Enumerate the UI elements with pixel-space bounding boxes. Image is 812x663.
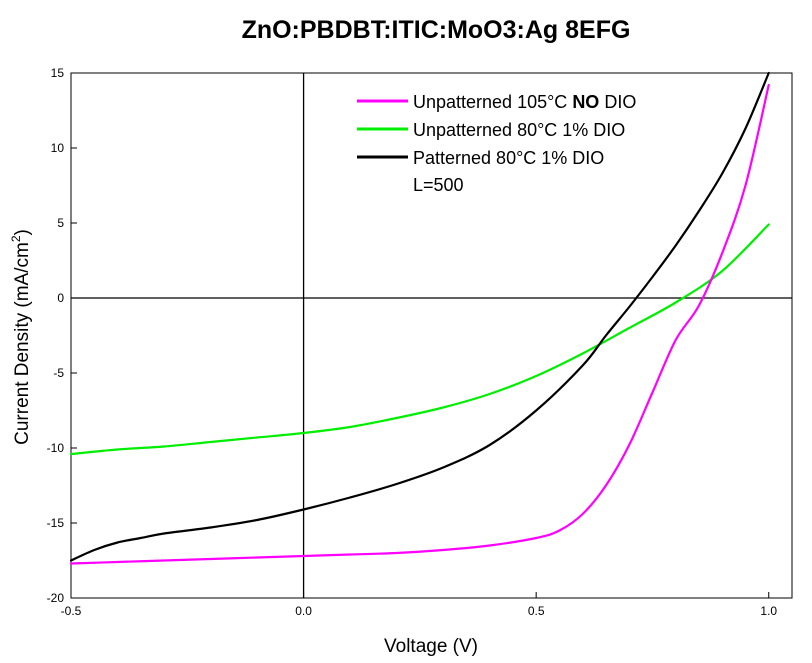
series-unpatterned-105c-no-dio: [69, 83, 770, 565]
y-tick-label: -5: [53, 366, 64, 380]
x-tick-label: 0.5: [528, 604, 545, 618]
legend-label-part-2-bold: NO: [572, 92, 599, 112]
x-tick-label: 0.0: [295, 604, 312, 618]
chart-title: ZnO:PBDBT:ITIC:MoO3:Ag 8EFG: [242, 16, 631, 44]
y-tick-label: 0: [57, 291, 64, 305]
y-tick-label: -10: [47, 441, 65, 455]
legend-note: L=500: [413, 175, 464, 195]
y-axis-label: Current Density (mA/cm2): [9, 229, 33, 445]
y-tick-label: 5: [57, 216, 64, 230]
series-patterned-80c-1pct-dio: [69, 71, 770, 562]
legend-label-part-3: DIO: [599, 92, 636, 112]
y-tick-label: 15: [51, 66, 65, 80]
y-axis-label-superscript: 2: [9, 235, 23, 242]
y-tick-label: -15: [47, 516, 65, 530]
series-unpatterned-80c-1pct-dio: [69, 223, 770, 456]
axis-ticks: -0.5 0.0 0.5 1.0 -20 -15 -10 -5 0 5 10 15: [47, 66, 778, 618]
y-tick-label: 10: [51, 141, 65, 155]
x-tick-label: 1.0: [760, 604, 777, 618]
legend-label-unpatterned-80c: Unpatterned 80°C 1% DIO: [413, 120, 625, 140]
legend-label-part-1: Unpatterned 105°C: [413, 92, 572, 112]
legend: Unpatterned 105°C NO DIO Unpatterned 80°…: [357, 92, 636, 195]
y-tick-label: -20: [47, 591, 65, 605]
legend-label-patterned-80c: Patterned 80°C 1% DIO: [413, 148, 604, 168]
plot-area-frame: [70, 72, 793, 599]
y-axis-label-main: Current Density (mA/cm: [12, 242, 33, 445]
data-series: [69, 71, 770, 565]
x-tick-label: -0.5: [61, 604, 82, 618]
y-axis-label-close: ): [12, 229, 33, 235]
x-axis-label: Voltage (V): [384, 636, 478, 657]
legend-label-unpatterned-105c: Unpatterned 105°C NO DIO: [413, 92, 636, 112]
